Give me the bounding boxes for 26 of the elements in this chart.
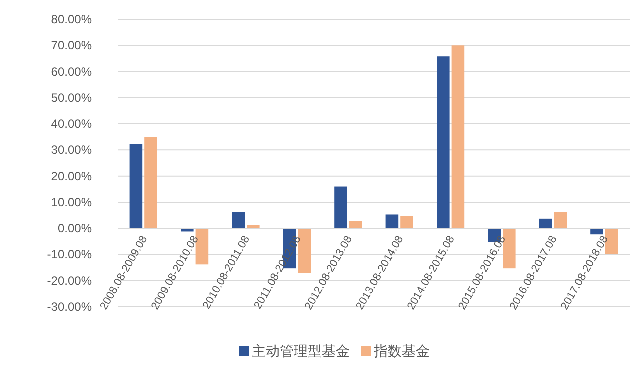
bar [590, 228, 604, 235]
bar [539, 218, 552, 229]
legend-label: 指数基金 [373, 343, 430, 359]
legend-label: 主动管理型基金 [252, 343, 350, 359]
bar [554, 212, 567, 229]
y-tick-label: 50.00% [51, 90, 92, 105]
y-tick-label: 80.00% [51, 12, 92, 26]
bar [232, 212, 245, 229]
y-tick-label: -30.00% [47, 300, 92, 314]
y-tick-label: 0.00% [58, 222, 92, 236]
bar [247, 225, 260, 229]
y-tick-label: 30.00% [51, 143, 92, 158]
y-tick-label: 20.00% [51, 169, 92, 184]
bar [144, 137, 158, 229]
bar [452, 46, 465, 229]
y-tick-label: 40.00% [51, 117, 92, 132]
bar [130, 144, 143, 229]
y-tick-label: 60.00% [51, 64, 92, 79]
bar [400, 216, 414, 229]
y-tick-label: 70.00% [51, 38, 92, 53]
y-tick-label: -20.00% [47, 274, 92, 288]
bar [334, 186, 348, 229]
y-tick-label: -10.00% [47, 248, 92, 262]
bar [386, 214, 399, 229]
y-tick-label: 10.00% [51, 195, 92, 210]
bar [437, 56, 450, 229]
